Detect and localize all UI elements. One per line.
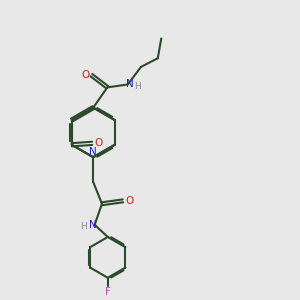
Text: N: N [89, 220, 97, 230]
Text: O: O [81, 70, 90, 80]
Text: N: N [89, 147, 97, 157]
Text: N: N [126, 79, 134, 89]
Text: H: H [80, 222, 87, 231]
Text: O: O [125, 196, 134, 206]
Text: F: F [105, 287, 111, 297]
Text: H: H [135, 82, 141, 91]
Text: O: O [94, 138, 103, 148]
